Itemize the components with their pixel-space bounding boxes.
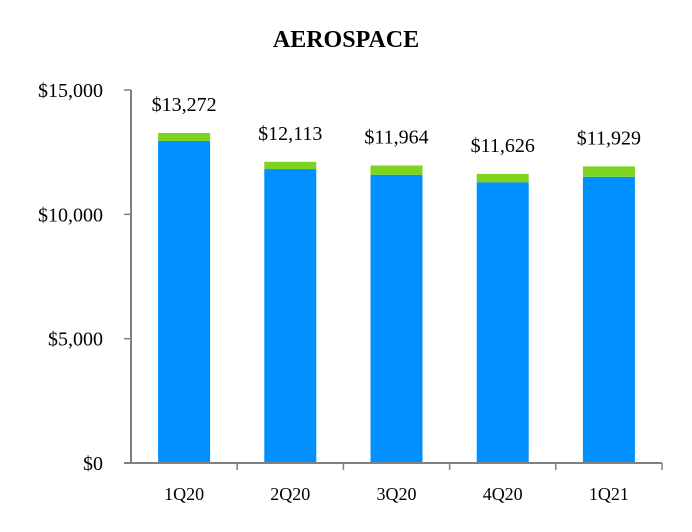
y-tick-label-10000: $10,000 <box>38 204 103 226</box>
y-tick-label-0: $0 <box>83 453 103 475</box>
bar-segment-1q21-series-1 <box>582 176 635 463</box>
x-tick-labels-layer: 1Q20 2Q20 3Q20 4Q20 1Q21 <box>164 484 629 504</box>
bar-segment-2q20-series-1 <box>264 169 317 464</box>
value-labels-layer: $13,272 $12,113 $11,964 $11,626 $11,929 <box>152 94 641 157</box>
bar-segment-3q20-series-2 <box>370 165 423 175</box>
y-tick-labels-layer: $0 $5,000 $10,000 $15,000 <box>38 80 103 475</box>
bar-segment-1q21-series-2 <box>582 166 635 177</box>
bars-layer <box>158 132 635 464</box>
bar-segment-1q20-series-2 <box>158 132 211 141</box>
bar-segment-4q20-series-1 <box>476 182 529 463</box>
bar-segment-2q20-series-2 <box>264 161 317 170</box>
data-label-1q21: $11,929 <box>577 127 641 149</box>
y-tick-label-15000: $15,000 <box>38 80 103 102</box>
data-label-1q20: $13,272 <box>152 94 217 116</box>
chart-title: AEROSPACE <box>272 27 420 53</box>
x-tick-label-3q20: 3Q20 <box>377 484 417 504</box>
bar-segment-3q20-series-1 <box>370 174 423 463</box>
bar-segment-1q20-series-1 <box>158 140 211 463</box>
bar-segment-4q20-series-2 <box>476 173 529 183</box>
x-tick-label-1q20: 1Q20 <box>164 484 204 504</box>
data-label-3q20: $11,964 <box>364 126 428 148</box>
x-tick-label-4q20: 4Q20 <box>483 484 523 504</box>
axes-layer <box>124 89 663 470</box>
y-tick-label-5000: $5,000 <box>48 329 103 351</box>
x-tick-label-1q21: 1Q21 <box>589 484 629 504</box>
data-label-4q20: $11,626 <box>471 135 535 157</box>
data-label-2q20: $12,113 <box>258 123 322 145</box>
x-tick-label-2q20: 2Q20 <box>270 484 310 504</box>
